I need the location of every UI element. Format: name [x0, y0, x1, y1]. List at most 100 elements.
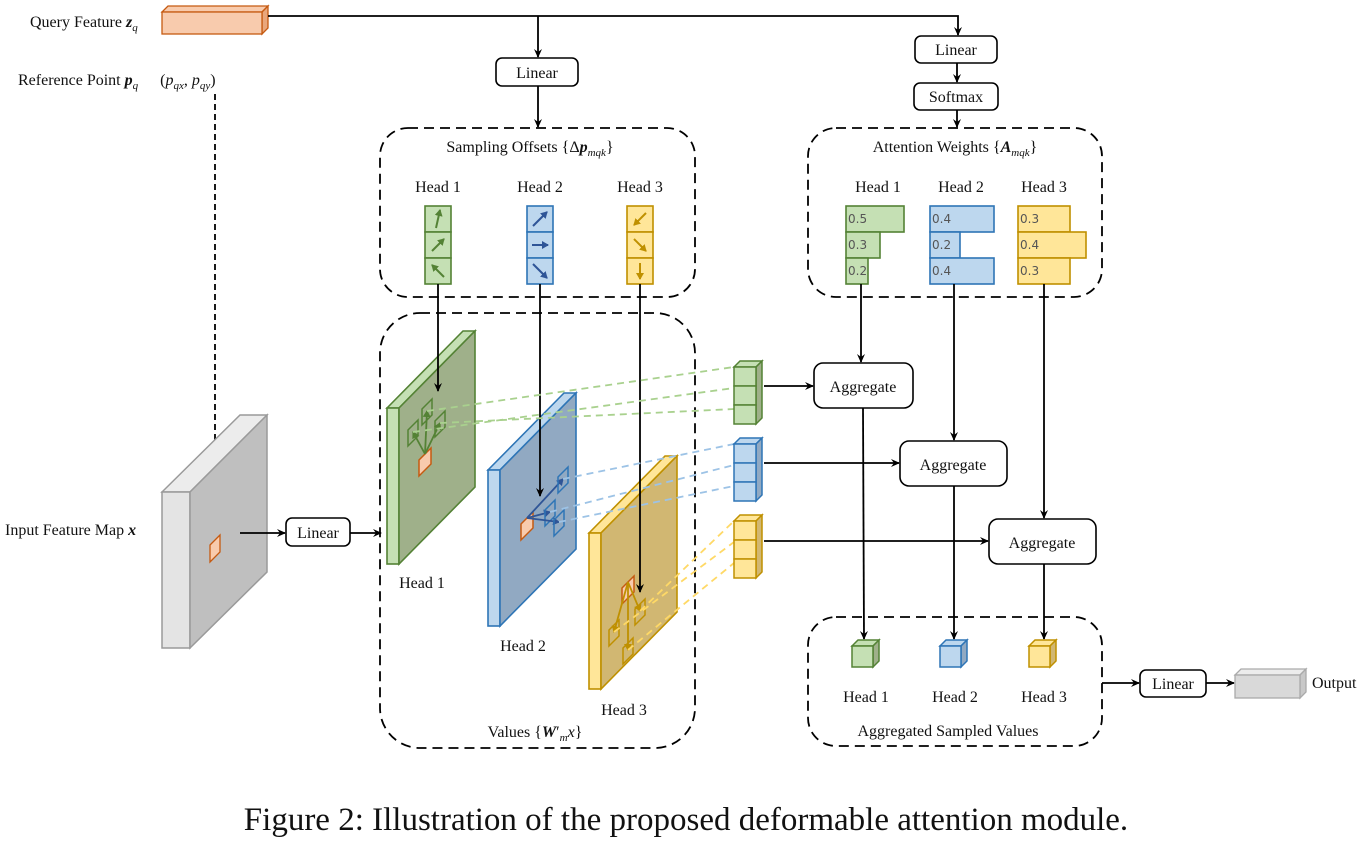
offset-column-head-3	[626, 205, 654, 285]
aggregated-values-title: Aggregated Sampled Values	[858, 723, 1039, 740]
weight-bar	[1017, 257, 1071, 285]
attention-weights-head-2: 0.4 0.2 0.4	[929, 205, 995, 285]
sampled-location	[434, 409, 446, 439]
svg-text:Linear: Linear	[1152, 676, 1194, 693]
sampled-location	[608, 618, 620, 648]
sampling-offsets-group	[379, 127, 696, 298]
sampling-locations-head-3	[608, 574, 646, 666]
offset-column-head-1	[424, 205, 452, 285]
offset-arrow-icon	[532, 211, 548, 227]
output-box	[1233, 667, 1308, 700]
sampled-values-head-3	[613, 513, 764, 651]
sampled-value-cell	[733, 481, 757, 502]
sampled-value-cell	[733, 366, 757, 387]
sampled-value-cell	[733, 558, 757, 579]
sampled-location	[421, 397, 433, 427]
svg-text:Aggregate: Aggregate	[1009, 535, 1076, 552]
sampled-location	[634, 597, 646, 627]
sampling-link	[562, 443, 735, 480]
aggregate-box-3: Aggregate	[988, 518, 1097, 565]
softmax-box: Softmax	[913, 82, 999, 111]
arrow	[859, 407, 868, 640]
sampled-value-cell	[733, 443, 757, 464]
weight-bar	[1017, 231, 1087, 259]
offset-arrow-icon	[431, 264, 445, 278]
sampled-value-cell	[733, 462, 757, 483]
sampled-values-head-1	[412, 359, 764, 433]
weight-head-3-label: Head 3	[1021, 179, 1067, 196]
output-linear-box: Linear	[1139, 669, 1207, 698]
value-head-1-label: Head 1	[399, 575, 445, 592]
attention-weights-title: Attention Weights {Amqk}	[873, 139, 1038, 159]
query-feature-label: Query Feature zq	[30, 14, 138, 34]
sampled-value-cell	[733, 385, 757, 406]
sampling-link	[639, 520, 735, 612]
weight-bar	[929, 205, 995, 233]
offset-arrow-icon	[526, 478, 564, 519]
offset-arrow-icon	[434, 209, 443, 229]
weight-value: 0.2	[848, 264, 867, 278]
agg-head-1-label: Head 1	[843, 689, 889, 706]
weight-bar	[929, 257, 995, 285]
sampling-link	[627, 562, 735, 651]
sampling-locations-head-1	[407, 397, 446, 478]
agg-head-2-label: Head 2	[932, 689, 978, 706]
weight-bar	[1017, 205, 1071, 233]
sampled-location	[407, 418, 419, 448]
weight-value: 0.4	[1020, 238, 1039, 252]
value-map-head-1	[385, 329, 477, 566]
sampling-link	[549, 464, 735, 513]
offset-arrow-icon	[431, 238, 445, 252]
output-label: Output	[1312, 675, 1357, 692]
reference-point-label: Reference Point pq (pqx, pqy)	[18, 72, 216, 92]
aggregate-box-2: Aggregate	[899, 440, 1008, 487]
weight-value: 0.4	[932, 212, 951, 226]
agg-head-3-label: Head 3	[1021, 689, 1067, 706]
sampling-point	[418, 446, 432, 478]
weight-value: 0.3	[848, 238, 867, 252]
aggregated-value-head-3	[1027, 638, 1058, 669]
attention-linear-box: Linear	[914, 35, 998, 64]
offset-head-2-label: Head 2	[517, 179, 563, 196]
svg-text:Aggregate: Aggregate	[920, 457, 987, 474]
weight-head-1-label: Head 1	[855, 179, 901, 196]
offset-head-3-label: Head 3	[617, 179, 663, 196]
offset-arrow-icon	[532, 263, 548, 279]
sampling-link	[439, 408, 735, 424]
weight-head-2-label: Head 2	[938, 179, 984, 196]
weight-value: 0.5	[848, 212, 867, 226]
offset-arrow-icon	[633, 238, 647, 252]
sampled-location	[553, 508, 565, 538]
offset-arrow-icon	[633, 212, 647, 226]
svg-text:Softmax: Softmax	[929, 89, 983, 106]
aggregated-value-head-1	[850, 638, 881, 669]
attention-weights-head-3: 0.3 0.4 0.3	[1017, 205, 1087, 285]
query-feature-box	[160, 4, 270, 36]
svg-text:Aggregate: Aggregate	[830, 379, 897, 396]
sampling-link	[412, 387, 735, 433]
weight-value: 0.4	[932, 264, 951, 278]
weight-bar	[845, 257, 869, 285]
sampling-link	[613, 541, 735, 633]
value-head-3-label: Head 3	[601, 702, 647, 719]
figure-caption: Figure 2: Illustration of the proposed d…	[244, 802, 1128, 838]
sampled-location	[557, 465, 569, 495]
sampling-link	[426, 366, 735, 412]
sampled-value-cell	[733, 520, 757, 541]
weight-value: 0.3	[1020, 212, 1039, 226]
sampling-offsets-title: Sampling Offsets {Δpmqk}	[446, 139, 613, 159]
offset-linear-box: Linear	[495, 57, 579, 87]
input-feature-map	[160, 413, 269, 650]
offset-arrow-icon	[412, 431, 426, 455]
svg-text:Linear: Linear	[297, 525, 339, 542]
aggregated-values-group	[807, 616, 1103, 747]
offset-head-1-label: Head 1	[415, 179, 461, 196]
values-group	[379, 312, 696, 749]
offset-arrow-icon	[422, 410, 431, 455]
values-title: Values {W′mx}	[488, 724, 583, 744]
attention-weights-head-1: 0.5 0.3 0.2	[845, 205, 905, 285]
weight-value: 0.2	[932, 238, 951, 252]
svg-text:Linear: Linear	[935, 42, 977, 59]
offset-column-head-2	[526, 205, 554, 285]
